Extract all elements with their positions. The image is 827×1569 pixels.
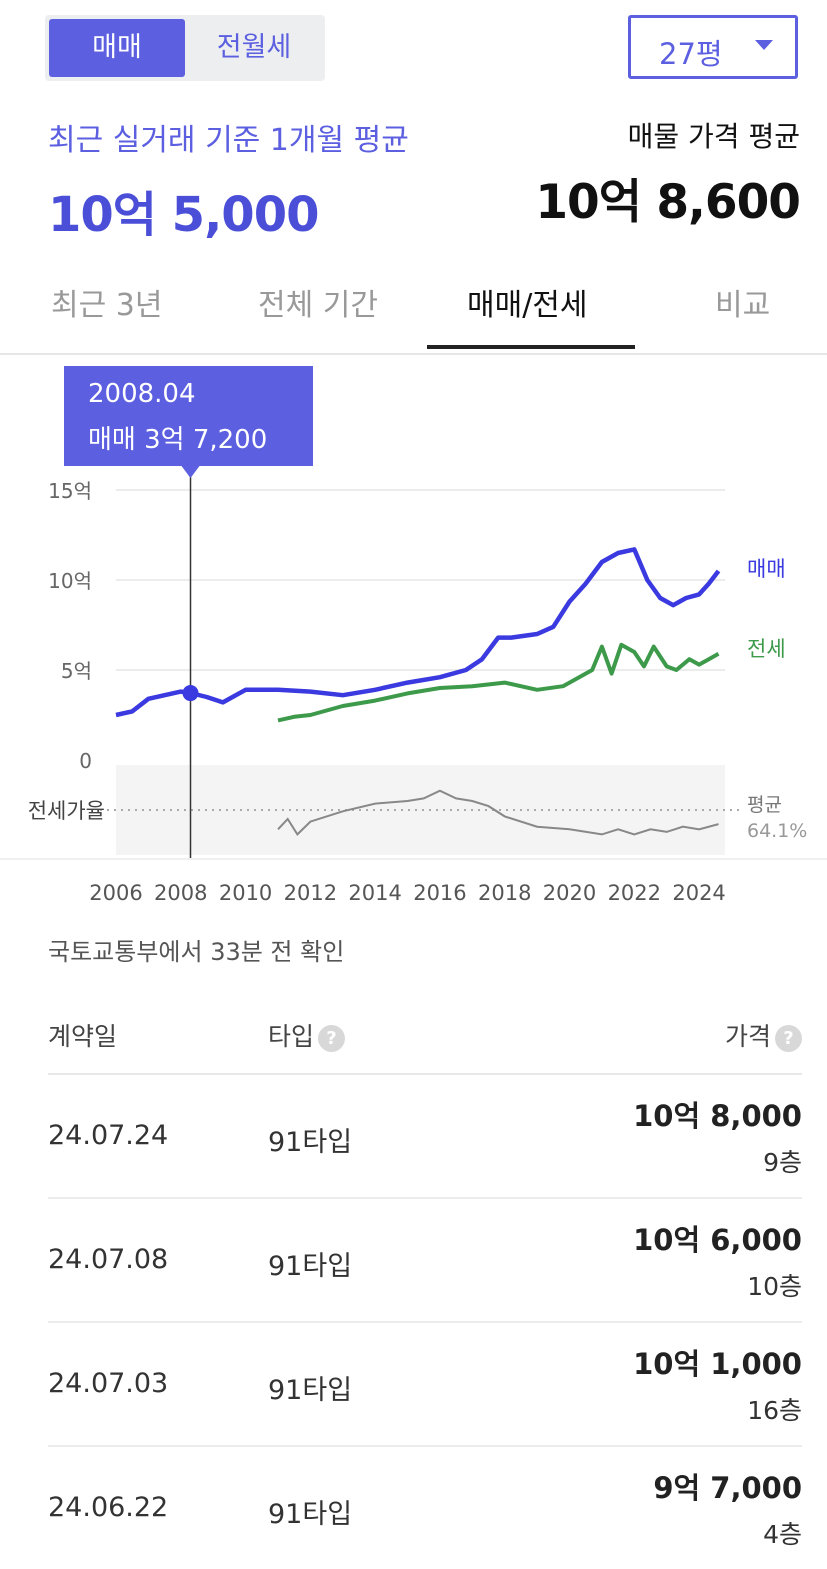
row-price: 10억 6,000 xyxy=(633,1223,802,1257)
trade-type-toggle: 매매 전월세 xyxy=(45,15,325,81)
source-note: 국토교통부에서 33분 전 확인 xyxy=(48,938,345,966)
ratio-series-label: 전세가율 xyxy=(28,799,105,823)
jeonse-series-label: 전세 xyxy=(747,637,786,661)
table-header: 계약일 타입? 가격? xyxy=(48,1015,802,1075)
row-date: 24.06.22 xyxy=(48,1492,169,1523)
y-tick-label: 10억 xyxy=(48,569,92,593)
column-header-type-label: 타입 xyxy=(268,1022,315,1051)
price-chart-svg: 15억 10억 5억 0 2006 2008 2010 2012 2014 2016 2018 202… xyxy=(28,366,807,905)
ratio-series-line xyxy=(277,789,719,836)
column-header-price-label: 가격 xyxy=(724,1022,771,1051)
tooltip-box xyxy=(64,366,313,466)
tab-compare[interactable]: 비교 xyxy=(715,288,771,323)
tab-all-period[interactable]: 전체 기간 xyxy=(258,288,378,323)
active-tab-indicator xyxy=(427,345,635,349)
price-chart[interactable]: 15억 10억 5억 0 2006 2008 2010 2012 2014 2016 2018 202… xyxy=(0,355,827,910)
row-floor: 4층 xyxy=(763,1520,802,1549)
recent-average-value: 10억 5,000 xyxy=(48,187,319,243)
divider xyxy=(0,858,827,860)
x-tick-label: 2018 xyxy=(478,881,531,905)
tab-recent-3-years[interactable]: 최근 3년 xyxy=(51,288,163,323)
row-price: 10억 1,000 xyxy=(633,1347,802,1381)
y-tick-label: 5억 xyxy=(61,659,92,683)
row-type: 91타입 xyxy=(268,1251,353,1282)
help-icon[interactable]: ? xyxy=(775,1024,802,1052)
column-header-date: 계약일 xyxy=(48,1022,118,1051)
table-row: 24.06.22 91타입 9억 7,000 4층 xyxy=(48,1445,802,1569)
ratio-band-background xyxy=(116,765,725,855)
recent-average-label: 최근 실거래 기준 1개월 평균 xyxy=(48,123,409,158)
row-floor: 10층 xyxy=(747,1272,802,1301)
asking-average-value: 10억 8,600 xyxy=(535,175,801,230)
tab-sale-jeonse[interactable]: 매매/전세 xyxy=(467,288,588,323)
table-row: 24.07.24 91타입 10억 8,000 9층 xyxy=(48,1073,802,1199)
sale-series-label: 매매 xyxy=(747,557,786,581)
row-type: 91타입 xyxy=(268,1499,353,1530)
x-tick-label: 2022 xyxy=(608,881,661,905)
tooltip-date: 2008.04 xyxy=(88,379,196,409)
sale-toggle-button[interactable]: 매매 xyxy=(49,19,185,77)
x-tick-label: 2012 xyxy=(284,881,337,905)
x-tick-label: 2010 xyxy=(219,881,272,905)
row-type: 91타입 xyxy=(268,1127,353,1158)
size-dropdown-value: 27평 xyxy=(659,37,723,71)
x-tick-label: 2016 xyxy=(413,881,466,905)
column-header-price: 가격? xyxy=(725,1017,802,1053)
row-date: 24.07.08 xyxy=(48,1244,169,1275)
ratio-average-label: 평균 xyxy=(747,794,782,816)
column-header-type: 타입? xyxy=(268,1017,346,1053)
row-floor: 16층 xyxy=(747,1396,802,1425)
ratio-average-value: 64.1% xyxy=(747,820,807,842)
x-tick-label: 2014 xyxy=(348,881,401,905)
help-icon[interactable]: ? xyxy=(318,1024,346,1052)
row-date: 24.07.03 xyxy=(48,1368,169,1399)
y-tick-label: 15억 xyxy=(48,479,92,503)
size-dropdown[interactable]: 27평 xyxy=(628,15,798,79)
x-tick-label: 2020 xyxy=(543,881,596,905)
x-tick-label: 2006 xyxy=(89,881,142,905)
row-price: 9억 7,000 xyxy=(653,1471,802,1505)
x-tick-label: 2024 xyxy=(672,881,725,905)
row-floor: 9층 xyxy=(763,1148,802,1177)
table-row: 24.07.08 91타입 10억 6,000 10층 xyxy=(48,1197,802,1323)
tooltip-value: 매매 3억 7,200 xyxy=(88,425,267,455)
rent-toggle-button[interactable]: 전월세 xyxy=(216,32,292,63)
chevron-down-icon xyxy=(755,40,773,50)
row-type: 91타입 xyxy=(268,1375,353,1406)
y-tick-label: 0 xyxy=(79,749,92,773)
highlight-marker xyxy=(182,685,199,702)
asking-average-label: 매물 가격 평균 xyxy=(627,120,800,153)
period-tabs: 최근 3년 전체 기간 매매/전세 비교 xyxy=(0,255,827,355)
x-tick-label: 2008 xyxy=(154,881,207,905)
tooltip-pointer xyxy=(181,466,200,478)
row-price: 10억 8,000 xyxy=(633,1099,802,1133)
jeonse-series-line xyxy=(277,642,720,723)
row-date: 24.07.24 xyxy=(48,1120,169,1151)
table-row: 24.07.03 91타입 10억 1,000 16층 xyxy=(48,1321,802,1447)
